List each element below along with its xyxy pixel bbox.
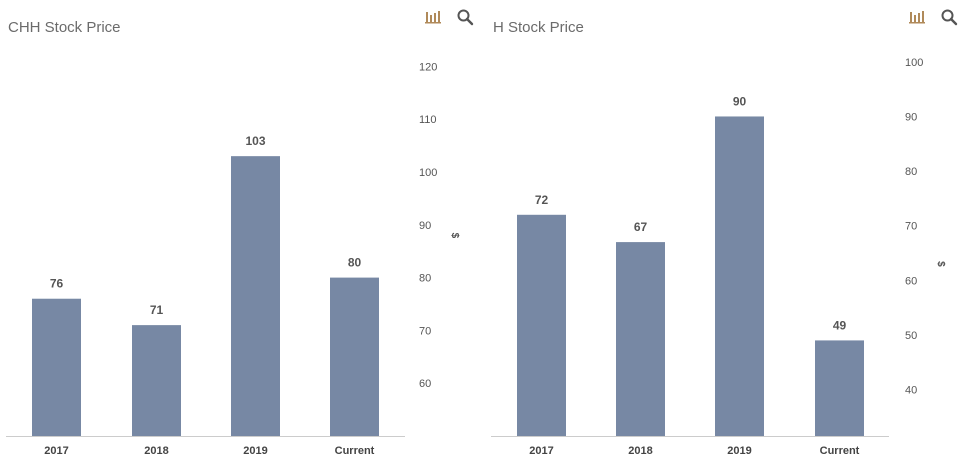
y-axis-unit-label: $ xyxy=(935,261,946,267)
bar[interactable] xyxy=(517,214,566,436)
h-chart-panel: H Stock Price 40 50 60 70 80 90 100 $72 2017 67 20… xyxy=(485,0,958,469)
data-label: 80 xyxy=(348,256,362,270)
chart-title: CHH Stock Price xyxy=(8,19,121,36)
bar[interactable] xyxy=(715,116,764,436)
x-tick-label: 2019 xyxy=(727,445,751,457)
h-bar-chart: 40 50 60 70 80 90 100 $72 2017 67 2018 90 2019 49 Curr… xyxy=(491,57,946,457)
y-tick-label: 80 xyxy=(419,273,431,285)
data-label: 67 xyxy=(634,220,648,234)
bar[interactable] xyxy=(32,298,81,436)
x-tick-label: Current xyxy=(820,445,860,457)
bar[interactable] xyxy=(132,325,181,436)
data-label: 90 xyxy=(733,94,747,108)
y-tick-label: 50 xyxy=(905,330,917,342)
bar-chart-icon[interactable] xyxy=(424,8,442,26)
y-tick-label: 60 xyxy=(419,378,431,390)
data-label: 76 xyxy=(50,277,64,291)
y-tick-label: 90 xyxy=(419,220,431,232)
data-label: 72 xyxy=(535,193,549,207)
chart-toolbar xyxy=(424,8,474,26)
x-tick-label: Current xyxy=(335,445,375,457)
y-tick-label: 70 xyxy=(905,221,917,233)
bar[interactable] xyxy=(330,277,379,436)
bar-chart-icon[interactable] xyxy=(908,8,926,26)
y-tick-label: 120 xyxy=(419,61,437,73)
x-tick-label: 2017 xyxy=(529,445,553,457)
x-tick-label: 2019 xyxy=(243,445,267,457)
y-tick-label: 70 xyxy=(419,325,431,337)
y-tick-label: 100 xyxy=(419,167,437,179)
y-tick-label: 90 xyxy=(905,111,917,123)
data-label: 49 xyxy=(833,318,847,332)
data-label: 103 xyxy=(245,134,265,148)
search-icon[interactable] xyxy=(456,8,474,26)
y-axis-unit-label: $ xyxy=(449,233,460,239)
y-tick-label: 80 xyxy=(905,166,917,178)
chart-toolbar xyxy=(908,8,958,26)
bar[interactable] xyxy=(616,242,665,436)
y-tick-label: 60 xyxy=(905,275,917,287)
bar[interactable] xyxy=(231,156,280,436)
y-tick-label: 100 xyxy=(905,57,923,69)
data-label: 71 xyxy=(150,303,164,317)
y-tick-label: 40 xyxy=(905,385,917,397)
x-tick-label: 2017 xyxy=(44,445,68,457)
x-tick-label: 2018 xyxy=(628,445,652,457)
chart-title: H Stock Price xyxy=(493,19,584,36)
chh-bar-chart: 60 70 80 90 100 110 120 $76 2017 71 2018 103 2019 80 C… xyxy=(6,61,460,457)
search-icon[interactable] xyxy=(940,8,958,26)
chh-chart-panel: CHH Stock Price 60 70 80 90 100 110 120 $76 2017… xyxy=(6,8,474,457)
bar[interactable] xyxy=(815,340,864,436)
y-tick-label: 110 xyxy=(419,114,437,126)
x-tick-label: 2018 xyxy=(144,445,168,457)
